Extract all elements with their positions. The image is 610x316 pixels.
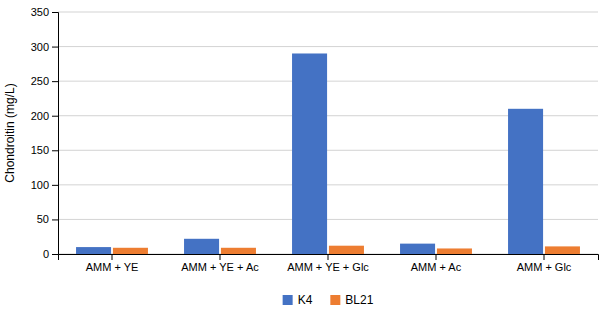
- grid-line: [58, 12, 598, 13]
- grid-line: [58, 46, 598, 47]
- tick: 250: [31, 75, 58, 87]
- tick-label: AMM + YE + Glc: [287, 261, 369, 273]
- axis-line: [52, 13, 59, 255]
- legend-item: BL21: [330, 293, 373, 307]
- legend-item: K4: [283, 293, 313, 307]
- x-axis: AMM + YE AMM + YE + Ac AMM + YE + Glc AMM +…: [59, 254, 599, 273]
- tick-label: AMM + YE + Ac: [181, 261, 259, 273]
- tick-label: AMM + YE: [86, 261, 139, 273]
- bars: [76, 53, 580, 254]
- tick: AMM + Ac: [411, 254, 462, 273]
- tick: AMM + YE + Glc: [287, 254, 369, 273]
- legend-swatch: [330, 295, 340, 305]
- tick-mark: [52, 12, 58, 13]
- legend: K4 BL21: [283, 293, 374, 307]
- legend-label: K4: [298, 293, 313, 307]
- tick-label: 300: [31, 41, 49, 53]
- axis-line: [59, 255, 599, 261]
- tick-mark: [52, 81, 58, 82]
- bar: [292, 53, 327, 254]
- bar: [329, 246, 364, 254]
- plot: 0 50 100 150 200 250 300 350 AMM + YE AMM + YE + …: [31, 6, 599, 273]
- tick: AMM + Glc: [517, 254, 572, 273]
- tick-mark: [544, 254, 545, 260]
- tick: 0: [43, 248, 58, 260]
- tick-label: 100: [31, 179, 49, 191]
- tick-label: 350: [31, 6, 49, 18]
- tick-label: 0: [43, 248, 49, 260]
- grid-line: [58, 81, 598, 82]
- axis-title: Chondroitin (mg/L): [3, 83, 17, 182]
- tick-label: 250: [31, 75, 49, 87]
- tick: 300: [31, 41, 58, 53]
- tick-mark: [52, 219, 58, 220]
- tick-mark: [328, 254, 329, 260]
- tick-mark: [436, 254, 437, 260]
- chart: 0 50 100 150 200 250 300 350 AMM + YE AMM + YE + …: [0, 0, 610, 316]
- bar: [184, 239, 219, 254]
- bar: [221, 248, 256, 254]
- tick: 50: [37, 213, 58, 225]
- legend-swatch: [283, 295, 293, 305]
- tick-mark: [52, 47, 58, 48]
- bar-series: [76, 53, 543, 254]
- tick-mark: [52, 116, 58, 117]
- tick-mark: [52, 150, 58, 151]
- bar: [437, 248, 472, 254]
- bar: [400, 244, 435, 254]
- bar: [508, 109, 543, 254]
- tick-mark: [52, 185, 58, 186]
- tick: 150: [31, 144, 58, 156]
- bar: [76, 247, 111, 254]
- tick: AMM + YE + Ac: [181, 254, 259, 273]
- bar: [545, 246, 580, 254]
- tick-mark: [52, 254, 58, 255]
- tick: 200: [31, 110, 58, 122]
- bar: [113, 248, 148, 254]
- legend-label: BL21: [345, 293, 373, 307]
- tick-label: AMM + Ac: [411, 261, 462, 273]
- tick-label: 200: [31, 110, 49, 122]
- tick-label: AMM + Glc: [517, 261, 572, 273]
- tick: AMM + YE: [86, 254, 139, 273]
- y-axis: 0 50 100 150 200 250 300 350: [31, 6, 59, 260]
- tick-label: 150: [31, 144, 49, 156]
- tick-mark: [220, 254, 221, 260]
- tick: 100: [31, 179, 58, 191]
- tick: 350: [31, 6, 58, 18]
- grid: [58, 12, 598, 254]
- tick-label: 50: [37, 213, 49, 225]
- tick-mark: [112, 254, 113, 260]
- bar-series: [113, 246, 580, 254]
